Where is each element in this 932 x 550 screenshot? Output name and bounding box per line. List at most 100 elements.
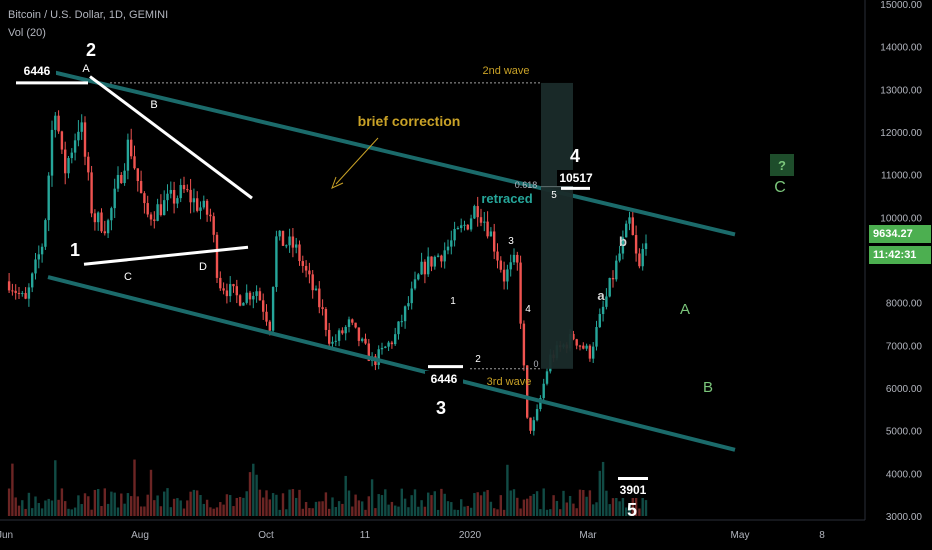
candle-body	[229, 284, 232, 297]
volume-bar	[163, 491, 166, 516]
candle-body	[417, 274, 420, 280]
triangle-point-label: A	[82, 63, 90, 75]
time-tick-label: Aug	[131, 530, 149, 541]
volume-bar	[77, 495, 80, 516]
volume-bar	[262, 497, 265, 516]
candle-body	[87, 156, 90, 173]
candle-body	[225, 290, 229, 297]
volume-bar	[179, 500, 182, 516]
candle-body	[430, 256, 433, 267]
volume-bar	[215, 507, 219, 516]
candle-body	[314, 288, 318, 291]
volume-bar	[588, 490, 592, 516]
candle-body	[324, 308, 328, 330]
volume-bar	[172, 498, 176, 516]
volume-bar	[136, 496, 139, 516]
volume-bar	[526, 498, 529, 516]
candle-body	[595, 327, 598, 347]
candle-body	[641, 249, 644, 267]
volume-bar	[278, 509, 281, 516]
candle-body	[341, 330, 344, 334]
volume-bar	[311, 508, 314, 516]
candle-body	[47, 175, 50, 221]
volume-bar	[93, 489, 97, 516]
candle-body	[248, 292, 252, 300]
price-level-bg	[18, 63, 56, 79]
volume-bar	[410, 495, 413, 516]
volume-bar	[341, 503, 344, 516]
symbol-title: Bitcoin / U.S. Dollar, 1D, GEMINI	[8, 9, 169, 21]
volume-bar	[601, 461, 605, 516]
correction-arrow-head	[331, 176, 344, 189]
candle-body	[502, 269, 506, 282]
candle-body	[585, 345, 588, 349]
candle-body	[453, 229, 456, 241]
volume-bar	[384, 489, 387, 516]
candle-body	[328, 329, 331, 344]
candle-body	[271, 286, 275, 331]
sub-wave-label: 5	[551, 190, 557, 201]
volume-bar	[212, 508, 215, 516]
candle-body	[634, 235, 638, 254]
volume-bar	[80, 504, 83, 516]
volume-bar	[40, 508, 44, 516]
volume-bar	[337, 501, 341, 516]
volume-bar	[222, 504, 225, 516]
candle-body	[440, 255, 443, 262]
volume-bar	[595, 502, 598, 516]
candle-body	[436, 255, 440, 257]
volume-bar	[324, 492, 328, 516]
price-tick-label: 10000.00	[880, 213, 922, 224]
volume-bar	[143, 506, 146, 516]
sub-wave-label: 1	[450, 296, 456, 307]
candle-body	[384, 346, 387, 348]
candle-body	[473, 206, 476, 219]
volume-bar	[166, 488, 169, 516]
volume-bar	[21, 500, 24, 516]
volume-bar	[618, 501, 621, 516]
candle-body	[295, 244, 298, 248]
candle-body	[21, 293, 24, 295]
volume-bar	[87, 496, 90, 516]
volume-bar	[176, 498, 179, 516]
volume-bar	[44, 500, 47, 516]
volume-bar	[450, 502, 453, 516]
candle-body	[212, 216, 215, 235]
candle-body	[460, 225, 463, 228]
candle-body	[638, 253, 641, 267]
candle-body	[14, 290, 17, 293]
candle-body	[245, 292, 248, 303]
volume-bar	[351, 506, 354, 516]
volume-bar	[295, 497, 298, 516]
time-tick-label: Mar	[579, 530, 597, 541]
volume-bar	[370, 479, 374, 516]
volume-bar	[133, 459, 136, 516]
candle-body	[166, 193, 169, 201]
candle-body	[443, 250, 446, 262]
wave4-sub-label: b	[619, 234, 627, 249]
volume-bar	[456, 509, 460, 516]
volume-bar	[238, 496, 242, 516]
volume-bar	[209, 507, 212, 516]
volume-bar	[242, 497, 245, 516]
candle-body	[354, 322, 357, 328]
candle-body	[644, 243, 648, 250]
correction-label: B	[703, 379, 713, 396]
candle-body	[469, 218, 473, 230]
candle-body	[182, 185, 186, 190]
triangle-point-label: B	[150, 99, 157, 111]
price-level-label: 6446	[431, 372, 458, 386]
candle-body	[476, 206, 479, 218]
volume-bar	[463, 506, 466, 516]
correction-arrow-line	[335, 137, 379, 185]
volume-bar	[308, 508, 311, 516]
volume-bar	[572, 503, 575, 516]
candle-body	[54, 115, 57, 130]
candle-body	[93, 213, 97, 223]
volume-bar	[539, 509, 542, 516]
candle-body	[57, 115, 60, 132]
candle-body	[298, 244, 301, 262]
time-tick-label: Oct	[258, 530, 274, 541]
